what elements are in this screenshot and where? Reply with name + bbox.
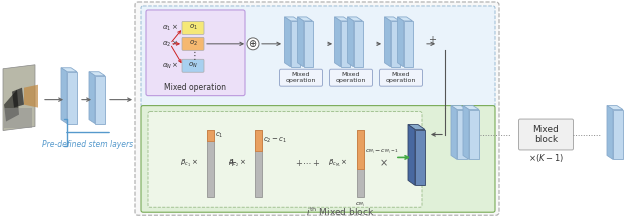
Polygon shape [451, 106, 457, 160]
Polygon shape [397, 17, 413, 21]
Polygon shape [335, 17, 349, 21]
Polygon shape [3, 65, 35, 130]
Bar [255, 130, 262, 151]
FancyBboxPatch shape [146, 10, 245, 96]
Polygon shape [285, 17, 300, 21]
Polygon shape [613, 110, 623, 160]
Polygon shape [353, 21, 362, 67]
Polygon shape [4, 90, 19, 122]
Text: Mixed
operation: Mixed operation [386, 72, 416, 83]
Polygon shape [390, 21, 399, 67]
Text: $o_2$: $o_2$ [189, 39, 198, 48]
Circle shape [247, 38, 259, 50]
Polygon shape [12, 88, 24, 108]
Text: $o_1$: $o_1$ [189, 23, 198, 33]
Text: Mixed
operation: Mixed operation [336, 72, 366, 83]
FancyBboxPatch shape [330, 69, 372, 86]
Bar [207, 130, 214, 141]
Text: $c_1$: $c_1$ [215, 131, 223, 140]
Polygon shape [463, 106, 469, 160]
Polygon shape [408, 125, 415, 185]
FancyBboxPatch shape [182, 21, 204, 34]
Polygon shape [408, 125, 425, 130]
Text: $i^{\mathrm{th}}$ Mixed block: $i^{\mathrm{th}}$ Mixed block [306, 206, 374, 218]
Text: $\alpha_2 \times$: $\alpha_2 \times$ [162, 39, 178, 49]
Polygon shape [4, 108, 32, 128]
Polygon shape [348, 17, 353, 67]
Text: +: + [227, 158, 237, 168]
Polygon shape [451, 106, 467, 110]
Text: $\alpha_1 \times$: $\alpha_1 \times$ [162, 23, 178, 33]
Text: $\oplus$: $\oplus$ [248, 38, 258, 49]
Polygon shape [298, 17, 312, 21]
FancyBboxPatch shape [148, 112, 422, 207]
Polygon shape [385, 17, 399, 21]
Text: $\beta_{c_2} \times$: $\beta_{c_2} \times$ [228, 158, 246, 169]
Text: $c_{M_i}$: $c_{M_i}$ [355, 200, 365, 209]
Text: Mixed
block: Mixed block [532, 125, 559, 144]
Text: $\alpha_N \times$: $\alpha_N \times$ [162, 61, 179, 71]
Bar [255, 130, 262, 197]
Text: $+ \cdots +$: $+ \cdots +$ [296, 158, 321, 168]
Text: $o_N$: $o_N$ [188, 61, 198, 70]
Text: Pre-defined stem layers: Pre-defined stem layers [42, 141, 134, 149]
Polygon shape [291, 21, 300, 67]
Polygon shape [61, 68, 67, 124]
Polygon shape [24, 85, 38, 108]
Text: $\vdots$: $\vdots$ [189, 49, 196, 62]
Bar [356, 130, 364, 197]
Text: Mixed operation: Mixed operation [164, 83, 227, 92]
Polygon shape [415, 130, 425, 185]
Polygon shape [285, 17, 291, 67]
FancyBboxPatch shape [280, 69, 323, 86]
Polygon shape [348, 17, 362, 21]
Polygon shape [67, 72, 77, 124]
Polygon shape [340, 21, 349, 67]
Polygon shape [303, 21, 312, 67]
FancyBboxPatch shape [518, 119, 573, 150]
FancyBboxPatch shape [380, 69, 422, 86]
FancyBboxPatch shape [182, 59, 204, 72]
Text: $\beta_{c_1} \times$: $\beta_{c_1} \times$ [180, 158, 198, 169]
Polygon shape [457, 110, 467, 160]
Polygon shape [607, 106, 623, 110]
Polygon shape [463, 106, 479, 110]
Polygon shape [335, 17, 340, 67]
Text: $\beta_{c_{M_i}} \times$: $\beta_{c_{M_i}} \times$ [328, 158, 348, 169]
Polygon shape [403, 21, 413, 67]
Text: $\times$: $\times$ [379, 158, 387, 169]
Text: +: + [428, 35, 436, 45]
Bar [207, 130, 214, 197]
Polygon shape [95, 76, 105, 124]
Polygon shape [385, 17, 390, 67]
Polygon shape [607, 106, 613, 160]
Polygon shape [89, 72, 95, 124]
Bar [356, 130, 364, 169]
FancyBboxPatch shape [141, 6, 495, 107]
Text: $c_{M_i} - c_{M_i-1}$: $c_{M_i} - c_{M_i-1}$ [365, 147, 399, 156]
Text: Mixed
operation: Mixed operation [286, 72, 316, 83]
Polygon shape [469, 110, 479, 160]
FancyBboxPatch shape [141, 106, 495, 212]
Polygon shape [397, 17, 403, 67]
Text: $c_2 - c_1$: $c_2 - c_1$ [263, 136, 287, 145]
Polygon shape [89, 72, 105, 76]
Polygon shape [298, 17, 303, 67]
FancyBboxPatch shape [182, 37, 204, 50]
Text: $\times (K-1)$: $\times (K-1)$ [528, 152, 564, 164]
Polygon shape [61, 68, 77, 72]
FancyBboxPatch shape [135, 2, 499, 215]
